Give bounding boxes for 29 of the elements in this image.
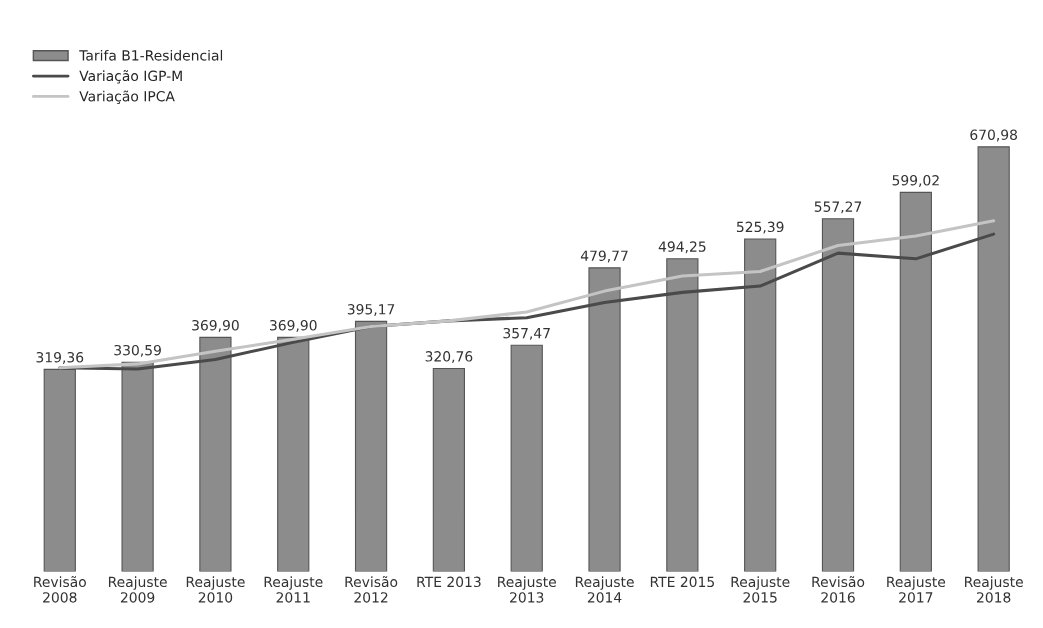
data-label: 599,02 [892,175,939,187]
data-label: 369,90 [192,320,239,332]
x-tick-label: Reajuste 2013 [498,576,556,603]
x-tick-label: Revisão 2008 [34,576,86,603]
data-label: 320,76 [425,351,473,364]
data-label: 395,17 [347,304,395,316]
x-tick-label: RTE 2013 [417,576,481,588]
legend-label: Tarifa B1-Residencial [79,49,223,61]
x-tick-label: RTE 2015 [650,576,714,588]
data-label: 670,98 [970,129,1018,142]
x-tick-label: Revisão 2016 [812,576,865,603]
x-tick-label: Reajuste 2010 [186,576,245,603]
x-tick-label: Reajuste 2011 [264,576,323,603]
x-tick-label: Reajuste 2009 [108,576,167,603]
legend-label: Variação IGP-M [79,70,182,84]
x-tick-label: Reajuste 2018 [965,576,1023,603]
data-label: 557,27 [814,201,862,214]
x-tick-label: Reajuste 2015 [731,576,790,603]
data-label: 479,77 [580,250,628,263]
legend-label: Variação IPCA [79,90,175,104]
data-label: 319,36 [36,352,84,364]
data-label: 369,90 [270,320,317,332]
data-label: 357,47 [503,327,550,340]
x-tick-label: Reajuste 2014 [575,576,634,603]
data-label: 525,39 [736,221,784,234]
data-label: 494,25 [658,241,706,254]
x-tick-label: Revisão 2012 [345,576,398,603]
x-tick-label: Reajuste 2017 [887,576,946,603]
data-label: 330,59 [114,344,161,357]
